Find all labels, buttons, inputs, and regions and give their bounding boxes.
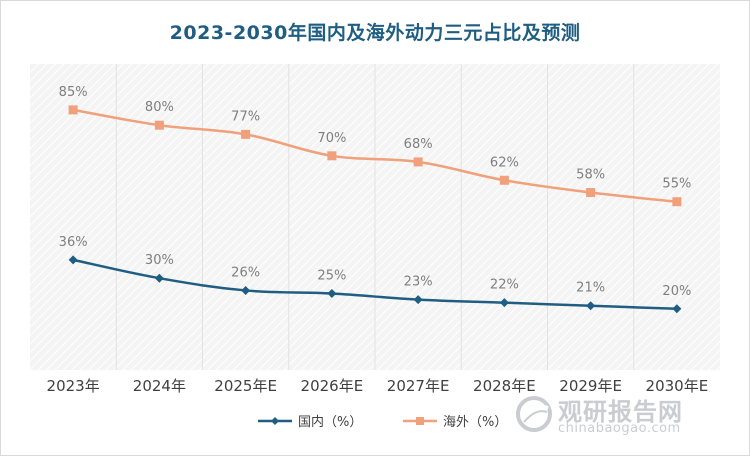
legend-label: 国内（%） — [298, 414, 362, 430]
data-point — [413, 157, 423, 167]
data-label: 20% — [662, 284, 691, 299]
data-label: 58% — [576, 168, 605, 183]
x-tick-label: 2025年E — [214, 377, 277, 395]
data-point — [154, 273, 164, 283]
data-label: 25% — [317, 269, 346, 284]
data-point — [499, 175, 509, 185]
series-line-0 — [72, 258, 677, 311]
legend-marker — [416, 417, 424, 425]
data-point — [413, 295, 423, 305]
watermark-logo-icon — [516, 396, 552, 432]
watermark-url: chinabaogao.com — [558, 421, 681, 436]
data-point — [327, 151, 337, 161]
data-point — [154, 120, 164, 130]
data-point — [327, 289, 337, 298]
data-point — [672, 304, 682, 314]
data-label: 85% — [59, 85, 88, 100]
data-label: 68% — [404, 137, 433, 152]
x-tick-label: 2026年E — [301, 377, 364, 395]
watermark-name: 观研报告网 — [558, 398, 683, 426]
data-label: 77% — [231, 109, 260, 124]
legend-label: 海外（%） — [443, 415, 507, 430]
data-point — [68, 255, 78, 265]
data-label: 22% — [490, 278, 519, 293]
data-point — [672, 197, 682, 207]
x-tick-label: 2027年E — [387, 377, 450, 395]
data-label: 21% — [576, 281, 605, 296]
data-point — [241, 285, 251, 295]
data-point — [241, 129, 251, 139]
data-label: 55% — [662, 177, 691, 192]
data-label: 23% — [404, 275, 433, 290]
data-label: 30% — [145, 253, 174, 268]
x-tick-label: 2023年 — [47, 377, 100, 395]
data-label: 26% — [231, 265, 260, 280]
x-tick-label: 2029年E — [559, 377, 622, 395]
data-point — [499, 298, 509, 308]
data-label: 70% — [317, 131, 346, 146]
data-label: 62% — [490, 155, 519, 170]
data-point — [586, 301, 596, 311]
data-point — [68, 105, 78, 115]
data-label: 36% — [59, 235, 88, 250]
data-label: 80% — [145, 100, 174, 115]
x-tick-label: 2024年 — [133, 377, 186, 395]
x-tick-label: 2028年E — [473, 377, 536, 395]
watermark: 观研报告网 chinabaogao.com — [514, 392, 724, 438]
series-line-1 — [72, 108, 678, 203]
chart-title: 2023-2030年国内及海外动力三元占比及预测 — [169, 22, 581, 44]
data-point — [586, 188, 596, 198]
x-tick-label: 2030年E — [646, 377, 709, 395]
legend-marker — [271, 417, 279, 425]
